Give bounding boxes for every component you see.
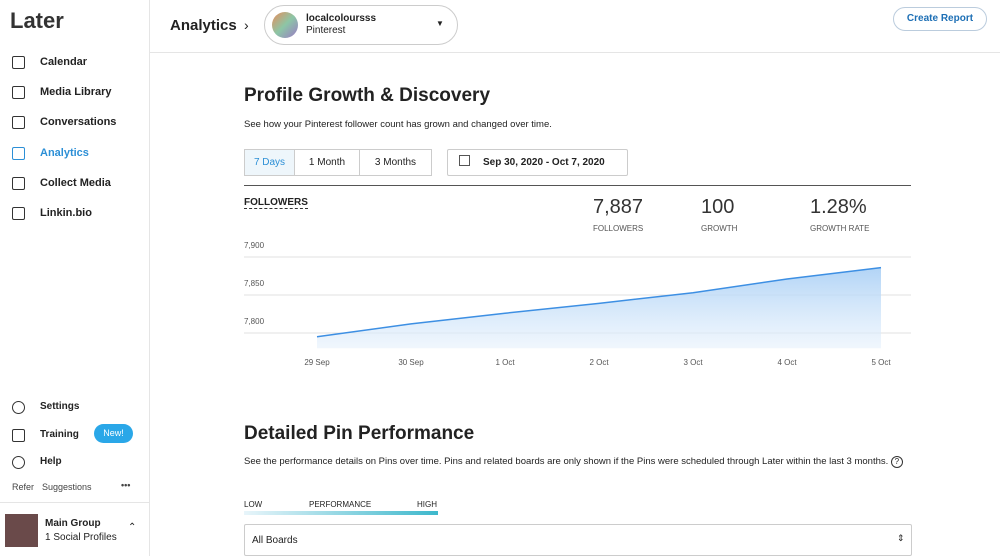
board-select[interactable] xyxy=(244,524,912,556)
nav-item[interactable]: Media Library xyxy=(40,86,112,99)
more[interactable]: ••• xyxy=(121,480,131,490)
line xyxy=(316,266,882,338)
stat-label: GROWTH xyxy=(701,224,738,233)
logo[interactable]: Later xyxy=(10,8,64,33)
nav-icon xyxy=(12,428,25,442)
refer[interactable]: Refer xyxy=(12,482,35,492)
x-tick-label: 29 Sep xyxy=(304,358,330,367)
legend-low: LOW xyxy=(244,500,263,509)
create-report[interactable]: Create Report xyxy=(893,7,987,31)
stat-value: 1.28% xyxy=(810,196,867,218)
profile-network: Pinterest xyxy=(306,25,346,36)
x-tick-label: 3 Oct xyxy=(683,358,703,367)
nav-item[interactable]: Collect Media xyxy=(40,176,111,189)
nav-item[interactable]: Linkin.bio xyxy=(40,207,92,219)
nav-item[interactable]: Training xyxy=(40,428,79,440)
legend-performance: PERFORMANCE xyxy=(309,500,372,509)
y-tick-label: 7,850 xyxy=(244,279,265,288)
nav-item[interactable]: Settings xyxy=(40,401,80,412)
metric-label[interactable]: FOLLOWERS xyxy=(244,197,308,209)
divider xyxy=(0,502,149,503)
stat-value: 7,887 xyxy=(593,196,644,218)
nav-icon xyxy=(12,56,25,69)
board-select-text: All Boards xyxy=(252,535,298,546)
y-tick-label: 7,800 xyxy=(244,317,265,326)
x-tick-label: 30 Sep xyxy=(398,358,424,367)
stat-label: FOLLOWERS xyxy=(593,224,644,233)
chart-top-rule xyxy=(244,185,911,186)
header-border xyxy=(150,52,1000,53)
y-tick-label: 7,900 xyxy=(244,241,265,250)
x-tick-label: 4 Oct xyxy=(777,358,797,367)
group-profiles: 1 Social Profiles xyxy=(45,532,117,543)
range-tab[interactable]: 7 Days xyxy=(244,149,295,176)
help-icon[interactable]: ? xyxy=(890,456,903,468)
legend-gradient xyxy=(244,511,438,515)
chevron[interactable]: ⌃ xyxy=(128,522,137,533)
pins-title: Detailed Pin Performance xyxy=(244,423,475,444)
nav-icon xyxy=(12,456,25,469)
profile-avatar xyxy=(272,12,298,38)
page-title: Analytics xyxy=(170,17,237,34)
pins-description: See the performance details on Pins over… xyxy=(244,455,914,468)
sidebar xyxy=(0,0,150,556)
nav-item[interactable]: Calendar xyxy=(40,56,88,68)
date-range-text: Sep 30, 2020 - Oct 7, 2020 xyxy=(483,157,605,168)
nav-icon xyxy=(12,207,25,220)
dropdown-caret: ▼ xyxy=(436,19,444,28)
stat-value: 100 xyxy=(701,196,735,218)
profile-name: localcoloursss xyxy=(306,13,377,24)
nav-icon xyxy=(12,86,25,100)
group-name[interactable]: Main Group xyxy=(45,518,101,529)
select-caret: ⇕ xyxy=(897,533,905,543)
x-tick-label: 1 Oct xyxy=(495,358,515,367)
section-description: See how your Pinterest follower count ha… xyxy=(244,119,552,130)
x-tick-label: 5 Oct xyxy=(871,358,891,367)
range-tab[interactable]: 1 Month xyxy=(294,149,360,176)
group-avatar xyxy=(5,514,38,547)
nav-item[interactable]: Analytics xyxy=(40,146,89,159)
section-title: Profile Growth & Discovery xyxy=(244,85,491,106)
nav-icon xyxy=(12,116,25,130)
calendar-icon xyxy=(459,155,470,166)
pins-description-text: See the performance details on Pins over… xyxy=(244,456,889,467)
breadcrumb-arrow: › xyxy=(244,17,249,33)
nav-item[interactable]: Help xyxy=(40,456,62,467)
nav-item[interactable]: Conversations xyxy=(40,116,117,129)
profile-select[interactable] xyxy=(264,5,458,45)
x-tick-label: 2 Oct xyxy=(589,358,609,367)
nav-icon xyxy=(12,401,25,414)
legend-high: HIGH xyxy=(417,500,437,509)
date-range[interactable] xyxy=(447,149,628,176)
new-badge: New! xyxy=(94,424,133,443)
nav-icon xyxy=(12,176,25,190)
stat-label: GROWTH RATE xyxy=(810,224,870,233)
area xyxy=(317,267,881,349)
range-tab[interactable]: 3 Months xyxy=(359,149,432,176)
nav-icon xyxy=(12,146,25,160)
followers-chart: 7,800 7,850 7,900 29 Sep 30 Sep 1 Oct 2 Oct 3 O… xyxy=(244,241,911,367)
suggestions[interactable]: Suggestions xyxy=(42,482,92,492)
